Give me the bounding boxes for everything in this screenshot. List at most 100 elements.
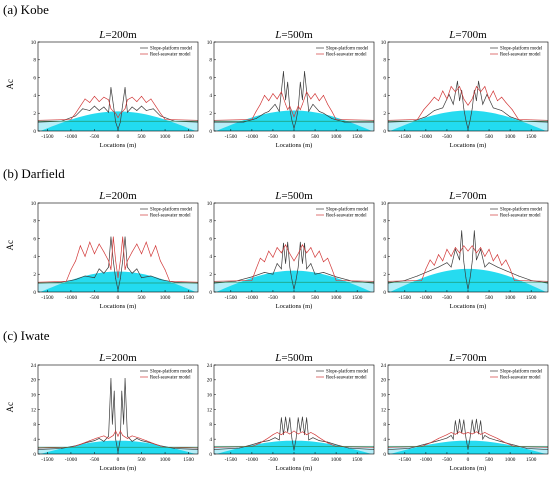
data-point xyxy=(103,251,105,253)
title-l: L xyxy=(448,29,455,41)
x-tick-label: -1000 xyxy=(246,295,259,301)
y-tick-label: 8 xyxy=(33,219,36,225)
data-point xyxy=(115,260,116,262)
data-point xyxy=(127,438,128,439)
data-point xyxy=(84,275,86,277)
data-point xyxy=(65,280,67,282)
x-tick-label: -1500 xyxy=(225,134,238,140)
legend-label: Reef-seawater model xyxy=(150,53,191,58)
data-point xyxy=(289,433,291,435)
data-point xyxy=(122,236,124,238)
data-point xyxy=(306,252,307,254)
y-tick-label: 24 xyxy=(381,363,387,369)
data-point xyxy=(120,260,121,262)
data-point xyxy=(471,108,473,110)
data-point xyxy=(299,431,301,433)
x-tick-label: 0 xyxy=(293,134,296,140)
data-point xyxy=(281,434,282,436)
data-point xyxy=(122,103,124,105)
data-point xyxy=(124,87,126,88)
y-tick-label: 0 xyxy=(383,452,386,458)
data-point xyxy=(513,444,515,446)
data-point xyxy=(251,119,253,120)
data-point xyxy=(526,448,528,449)
y-tick-label: 12 xyxy=(31,407,37,413)
panel-title: L=700m xyxy=(448,29,487,41)
data-point xyxy=(471,245,473,247)
data-point xyxy=(131,441,133,442)
data-point xyxy=(152,108,154,110)
x-tick-label: 500 xyxy=(485,134,493,140)
x-tick-label: 1500 xyxy=(183,134,194,140)
x-tick-label: 0 xyxy=(117,295,120,301)
plot-area xyxy=(38,236,198,292)
data-point xyxy=(509,268,511,270)
data-point xyxy=(304,242,305,244)
title-rest: =700m xyxy=(455,29,487,41)
data-point xyxy=(438,266,439,268)
data-point xyxy=(480,420,481,421)
data-point xyxy=(117,435,119,437)
plot-area xyxy=(388,230,548,292)
data-point xyxy=(112,236,114,238)
data-point xyxy=(115,278,116,279)
y-tick-label: 4 xyxy=(209,93,212,99)
data-point xyxy=(314,256,316,258)
x-tick-label: -1000 xyxy=(246,457,259,463)
data-point xyxy=(103,441,105,442)
data-point xyxy=(141,95,142,97)
data-point xyxy=(299,109,301,110)
y-tick-label: 6 xyxy=(383,236,386,242)
x-tick-label: -1500 xyxy=(399,457,412,463)
data-point xyxy=(331,111,333,112)
data-point xyxy=(117,277,119,279)
data-point xyxy=(160,112,161,114)
data-point xyxy=(285,99,286,101)
data-point xyxy=(243,121,244,123)
legend-label: Reef-seawater model xyxy=(150,214,191,219)
y-tick-label: 2 xyxy=(209,272,212,278)
legend-label: Reef-seawater model xyxy=(326,376,367,381)
data-point xyxy=(467,432,469,433)
data-point xyxy=(433,110,435,111)
plot-area xyxy=(388,80,548,131)
x-tick-label: -1500 xyxy=(225,457,238,463)
x-tick-label: 1500 xyxy=(183,457,194,463)
data-point xyxy=(70,119,72,120)
data-point xyxy=(276,247,278,248)
data-point xyxy=(509,116,511,118)
data-point xyxy=(94,277,95,279)
data-point xyxy=(285,416,286,418)
data-point xyxy=(150,275,152,277)
y-tick-label: 2 xyxy=(383,272,386,278)
x-tick-label: 1000 xyxy=(160,295,171,301)
data-point xyxy=(501,96,503,98)
data-point xyxy=(312,437,314,439)
title-rest: =700m xyxy=(455,190,487,202)
plot-area xyxy=(214,241,374,292)
data-point xyxy=(455,91,456,93)
data-point xyxy=(174,448,175,449)
title-l: L xyxy=(274,29,281,41)
data-point xyxy=(505,102,507,103)
data-point xyxy=(482,438,484,440)
data-point xyxy=(304,434,305,436)
legend-label: Slope-platform model xyxy=(326,370,369,375)
x-tick-label: -500 xyxy=(90,295,100,301)
data-point xyxy=(465,437,467,439)
y-tick-label: 20 xyxy=(31,378,37,384)
data-point xyxy=(285,103,286,105)
data-point xyxy=(281,252,282,254)
panel-title: L=500m xyxy=(274,352,313,364)
data-point xyxy=(283,242,284,244)
data-point xyxy=(318,100,320,102)
data-point xyxy=(164,119,166,120)
data-point xyxy=(476,100,477,102)
y-tick-label: 4 xyxy=(383,437,386,443)
data-point xyxy=(450,432,452,433)
data-point xyxy=(80,444,81,445)
data-point xyxy=(274,103,276,105)
x-axis-label: Locations (m) xyxy=(450,142,487,149)
data-point xyxy=(455,420,456,421)
plot-area xyxy=(214,71,374,131)
